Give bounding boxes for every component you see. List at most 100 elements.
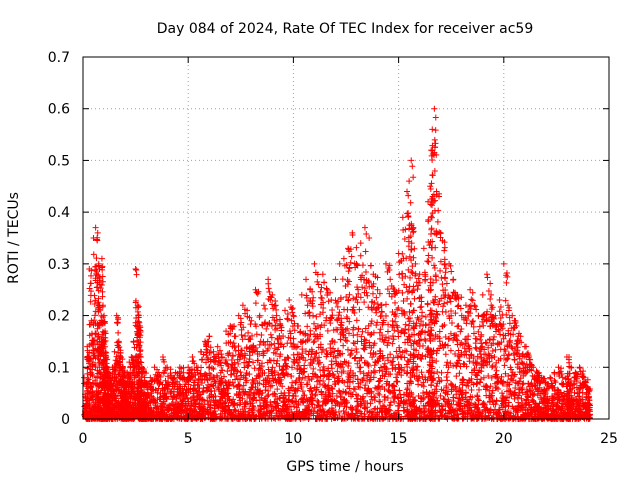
data-point [198, 364, 205, 371]
data-point [133, 271, 140, 278]
data-point [136, 342, 143, 349]
data-point [284, 371, 291, 378]
data-point [353, 244, 360, 251]
data-point [334, 303, 341, 310]
data-point [280, 392, 287, 399]
data-point [291, 388, 298, 395]
data-point [317, 288, 324, 295]
data-point [87, 385, 94, 392]
data-point [278, 324, 285, 331]
data-point [309, 401, 316, 408]
data-point [428, 213, 435, 220]
data-point [273, 306, 280, 313]
data-point [229, 326, 236, 333]
data-point [215, 357, 222, 364]
data-point [354, 412, 361, 419]
data-point [103, 353, 110, 360]
data-point [396, 271, 403, 278]
data-point [173, 395, 180, 402]
data-point [327, 320, 334, 327]
data-point [237, 392, 244, 399]
data-point [264, 347, 271, 354]
data-point [358, 400, 365, 407]
data-point [368, 262, 375, 269]
data-point [329, 307, 336, 314]
data-point [288, 317, 295, 324]
data-point [229, 379, 236, 386]
data-point [261, 403, 268, 410]
data-point [453, 373, 460, 380]
data-point [239, 386, 246, 393]
data-point [411, 245, 418, 252]
data-point [89, 366, 96, 373]
data-point [301, 368, 308, 375]
data-point [245, 329, 252, 336]
data-point [431, 136, 438, 143]
data-point [332, 411, 339, 418]
data-point [353, 317, 360, 324]
data-point [237, 369, 244, 376]
data-point [317, 331, 324, 338]
data-point [95, 306, 102, 313]
data-point [302, 310, 309, 317]
data-point [124, 398, 131, 405]
data-point [444, 377, 451, 384]
data-point [290, 335, 297, 342]
data-point [312, 372, 319, 379]
data-point [358, 410, 365, 417]
data-point [370, 374, 377, 381]
data-point [163, 395, 170, 402]
data-point [203, 341, 210, 348]
data-point [136, 319, 143, 326]
data-point [429, 126, 436, 133]
data-point [223, 379, 230, 386]
data-point [236, 376, 243, 383]
data-point [326, 392, 333, 399]
data-point [269, 364, 276, 371]
data-point [377, 326, 384, 333]
data-point [314, 397, 321, 404]
data-point [338, 319, 345, 326]
data-point [119, 356, 126, 363]
data-point [469, 289, 476, 296]
data-point [296, 354, 303, 361]
data-point [312, 355, 319, 362]
data-point [357, 240, 364, 247]
data-point [200, 397, 207, 404]
data-point [273, 312, 280, 319]
data-point [337, 336, 344, 343]
data-point [86, 349, 93, 356]
data-point [393, 374, 400, 381]
data-point [354, 331, 361, 338]
data-point [284, 363, 291, 370]
data-point [373, 322, 380, 329]
data-point [450, 276, 457, 283]
data-point [282, 401, 289, 408]
data-point [345, 297, 352, 304]
data-point [265, 280, 272, 287]
data-point [468, 386, 475, 393]
data-point [362, 325, 369, 332]
data-point [428, 226, 435, 233]
data-point [230, 383, 237, 390]
data-point [140, 365, 147, 372]
data-point [116, 371, 123, 378]
data-point [91, 292, 98, 299]
data-point [372, 369, 379, 376]
data-point [370, 342, 377, 349]
data-point [246, 371, 253, 378]
data-point [99, 264, 106, 271]
data-point [359, 328, 366, 335]
data-point [367, 376, 374, 383]
data-point [362, 359, 369, 366]
data-point [439, 323, 446, 330]
data-point [332, 276, 339, 283]
data-point [399, 250, 406, 257]
data-point [353, 395, 360, 402]
data-point [338, 369, 345, 376]
data-point [405, 238, 412, 245]
data-point [253, 389, 260, 396]
data-point [337, 294, 344, 301]
data-point [194, 393, 201, 400]
